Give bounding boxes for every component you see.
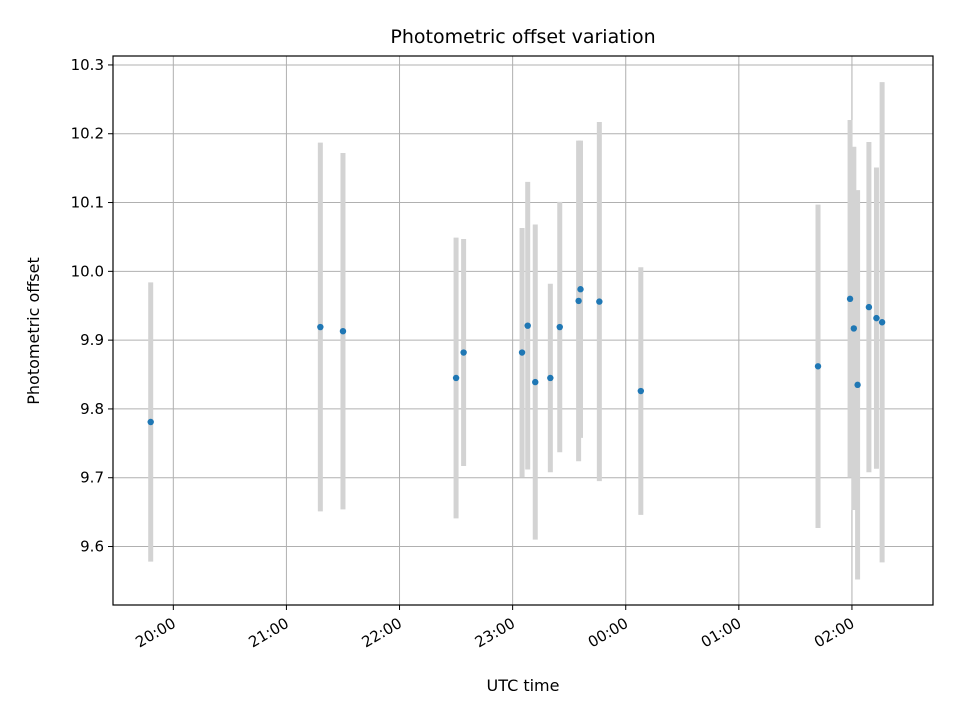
data-point [147, 418, 154, 426]
y-tick-label: 9.7 [80, 469, 104, 487]
x-tick-label: 20:00 [132, 614, 178, 651]
y-tick-label: 9.8 [80, 400, 104, 418]
data-point [850, 325, 858, 332]
data-point [865, 303, 873, 311]
data-point [524, 322, 531, 329]
data-point [547, 374, 554, 382]
data-points [147, 286, 886, 426]
plot-frame [112, 55, 934, 606]
data-point [317, 323, 324, 331]
data-point [637, 387, 645, 395]
data-point [596, 298, 603, 305]
x-tick-label: 23:00 [472, 614, 518, 651]
data-point [452, 374, 460, 382]
data-point [339, 327, 347, 335]
y-tick-label: 10.2 [71, 125, 104, 143]
data-point [878, 319, 886, 326]
y-tick-label: 9.6 [80, 538, 104, 556]
data-point [846, 295, 854, 303]
x-tick-label: 01:00 [698, 614, 744, 651]
data-point [577, 286, 584, 293]
y-tick-label: 10.1 [71, 194, 104, 212]
data-point [814, 363, 822, 370]
x-tick-label: 02:00 [811, 614, 857, 651]
data-point [854, 381, 861, 389]
y-tick-label: 10.3 [71, 56, 104, 74]
x-axis-label: UTC time [487, 676, 560, 695]
chart-title: Photometric offset variation [390, 26, 655, 48]
x-tick-label: 21:00 [246, 614, 292, 651]
x-tick-label: 22:00 [359, 614, 405, 651]
y-axis: 9.6 9.7 9.8 9.9 10.0 10.1 10.2 10.3 [71, 56, 113, 556]
y-axis-label: Photometric offset [24, 257, 43, 405]
data-point [518, 349, 526, 356]
x-tick-label: 00:00 [585, 614, 631, 651]
data-point [460, 349, 467, 356]
data-point [873, 314, 880, 322]
data-point [556, 323, 563, 331]
data-point [575, 297, 582, 305]
x-axis: 20:00 21:00 22:00 23:00 00:00 01:00 02:00 [132, 605, 857, 651]
y-tick-label: 9.9 [80, 331, 104, 349]
data-point [532, 378, 539, 386]
y-tick-label: 10.0 [71, 262, 104, 280]
